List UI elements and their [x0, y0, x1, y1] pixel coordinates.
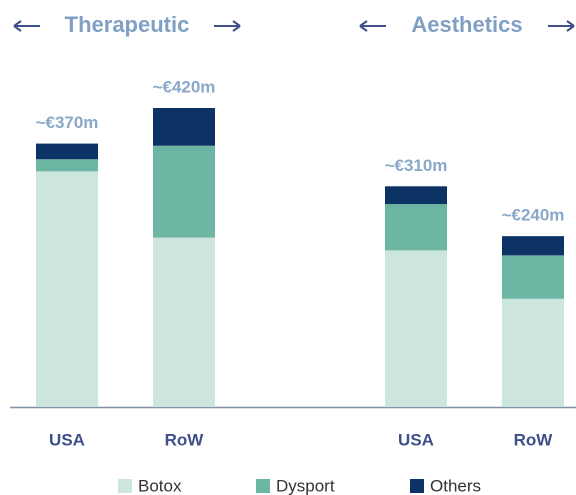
- legend-swatch: [256, 479, 270, 493]
- total-label: ~€370m: [36, 113, 99, 132]
- arrow-left: [13, 20, 40, 32]
- bar-segment: [502, 236, 564, 256]
- legend-swatch: [118, 479, 132, 493]
- bar-segment: [385, 204, 447, 251]
- bar-segment: [385, 250, 447, 407]
- x-tick-label: USA: [49, 430, 85, 449]
- legend-label: Botox: [138, 476, 182, 495]
- arrow-right: [214, 20, 241, 32]
- bar-segment: [153, 108, 215, 146]
- bar-segment: [385, 186, 447, 205]
- bar-segment: [153, 145, 215, 238]
- total-label: ~€310m: [385, 156, 448, 175]
- bar-segment: [502, 255, 564, 299]
- x-tick-label: RoW: [514, 430, 554, 449]
- legend-swatch: [410, 479, 424, 493]
- x-tick-label: USA: [398, 430, 434, 449]
- bar-segment: [153, 237, 215, 407]
- arrow-right: [548, 20, 575, 32]
- bar-segment: [36, 159, 98, 172]
- legend-label: Dysport: [276, 476, 335, 495]
- arrow-left: [359, 20, 386, 32]
- bar-segment: [36, 171, 98, 407]
- bar-segment: [36, 143, 98, 160]
- x-tick-label: RoW: [165, 430, 205, 449]
- group-label: Therapeutic: [65, 12, 190, 37]
- total-label: ~€240m: [502, 206, 565, 225]
- legend-label: Others: [430, 476, 481, 495]
- group-label: Aesthetics: [411, 12, 522, 37]
- bar-segment: [502, 298, 564, 407]
- arrows: [13, 20, 575, 32]
- total-label: ~€420m: [153, 77, 216, 96]
